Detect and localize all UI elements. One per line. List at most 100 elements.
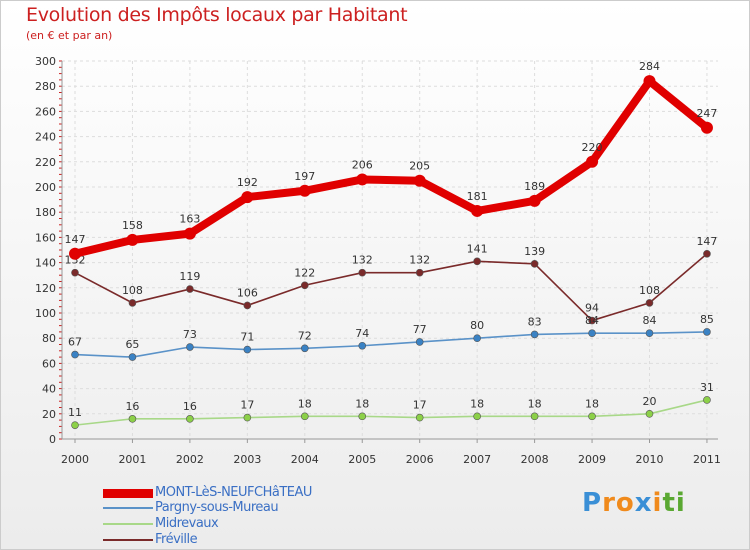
data-point [358, 412, 367, 421]
data-label: 71 [240, 331, 254, 344]
y-tick-label: 100 [35, 307, 56, 320]
y-tick-label: 260 [35, 105, 56, 118]
data-point [703, 396, 711, 404]
chart-title: Evolution des Impôts locaux par Habitant [26, 4, 408, 26]
data-point [300, 344, 309, 353]
data-point [415, 268, 424, 277]
data-label: 83 [528, 315, 542, 328]
data-label: 73 [183, 328, 197, 341]
data-label: 106 [237, 286, 258, 299]
data-label: 11 [68, 406, 82, 419]
series-line [74, 252, 708, 322]
data-point [358, 268, 367, 277]
data-label: 85 [700, 313, 714, 326]
data-label: 18 [585, 397, 599, 410]
y-tick-label: 300 [35, 55, 56, 68]
data-point [241, 191, 254, 204]
data-label: 77 [413, 323, 427, 336]
x-tick-label: 2009 [578, 453, 606, 466]
data-label: 122 [294, 266, 315, 279]
data-point [530, 330, 539, 339]
data-label: 18 [355, 397, 369, 410]
data-label: 147 [696, 235, 717, 248]
data-label: 197 [294, 170, 315, 183]
legend-swatch-mont [103, 489, 153, 498]
data-label: 132 [352, 254, 373, 267]
data-point [128, 353, 137, 361]
data-point [528, 194, 541, 207]
data-point [473, 257, 481, 266]
data-point [186, 415, 194, 423]
data-point [645, 409, 654, 418]
x-tick-label: 2004 [291, 453, 319, 466]
data-point [645, 299, 654, 307]
data-point [71, 268, 79, 277]
data-point [415, 413, 424, 422]
data-label: 94 [585, 302, 599, 315]
y-tick-label: 280 [35, 80, 56, 93]
data-label: 72 [298, 329, 312, 342]
data-point [473, 334, 481, 343]
data-point [243, 413, 252, 422]
x-tick-label: 2011 [693, 453, 721, 466]
data-label: 18 [528, 397, 542, 410]
data-point [586, 155, 599, 168]
data-label: 205 [409, 160, 430, 173]
series-line [74, 331, 708, 358]
data-point [300, 281, 309, 290]
x-tick-label: 2001 [118, 453, 146, 466]
data-point [128, 299, 137, 307]
data-label: 67 [68, 336, 82, 349]
logo-letter: i [675, 488, 686, 518]
data-label: 206 [352, 158, 373, 171]
x-tick-label: 2008 [521, 453, 549, 466]
data-label: 20 [643, 395, 657, 408]
y-tick-label: 160 [35, 231, 56, 244]
data-label: 84 [643, 314, 657, 327]
data-point [128, 415, 137, 423]
data-point [530, 412, 539, 421]
legend-label-freville: Fréville [155, 532, 198, 547]
data-point [700, 121, 713, 134]
data-label: 189 [524, 180, 545, 193]
data-point [71, 421, 79, 429]
series-line [71, 77, 711, 258]
data-label: 18 [298, 397, 312, 410]
data-label: 74 [355, 327, 369, 340]
data-label: 147 [65, 233, 86, 246]
data-label: 284 [639, 60, 660, 73]
y-tick-label: 80 [42, 332, 56, 345]
logo-letter: P [582, 488, 603, 518]
data-label: 17 [240, 399, 254, 412]
logo-letter: o [615, 488, 635, 518]
series-line [74, 399, 708, 426]
data-label: 108 [122, 284, 143, 297]
proxiti-logo: Proxiti [582, 488, 686, 518]
y-tick-label: 40 [42, 383, 56, 396]
data-point [473, 412, 481, 421]
y-tick-label: 200 [35, 181, 56, 194]
data-label: 119 [179, 270, 200, 283]
x-tick-label: 2006 [406, 453, 434, 466]
data-point [186, 285, 194, 293]
data-label: 132 [409, 254, 430, 267]
x-tick-label: 2010 [636, 453, 664, 466]
data-label: 17 [413, 399, 427, 412]
y-tick-label: 220 [35, 156, 56, 169]
data-label: 247 [696, 107, 717, 120]
y-tick-label: 180 [35, 206, 56, 219]
x-tick-label: 2005 [348, 453, 376, 466]
data-point [358, 341, 367, 350]
legend-label-midrevaux: Midrevaux [155, 516, 219, 531]
logo-letter: i [652, 488, 663, 518]
data-label: 139 [524, 245, 545, 258]
logo-letter: r [602, 488, 616, 518]
data-point [126, 233, 139, 246]
x-tick-label: 2007 [463, 453, 491, 466]
data-label: 84 [585, 314, 599, 327]
data-label: 132 [65, 254, 86, 267]
data-point [703, 328, 711, 336]
data-label: 163 [179, 213, 200, 226]
x-tick-label: 2003 [233, 453, 261, 466]
data-point [588, 412, 596, 421]
